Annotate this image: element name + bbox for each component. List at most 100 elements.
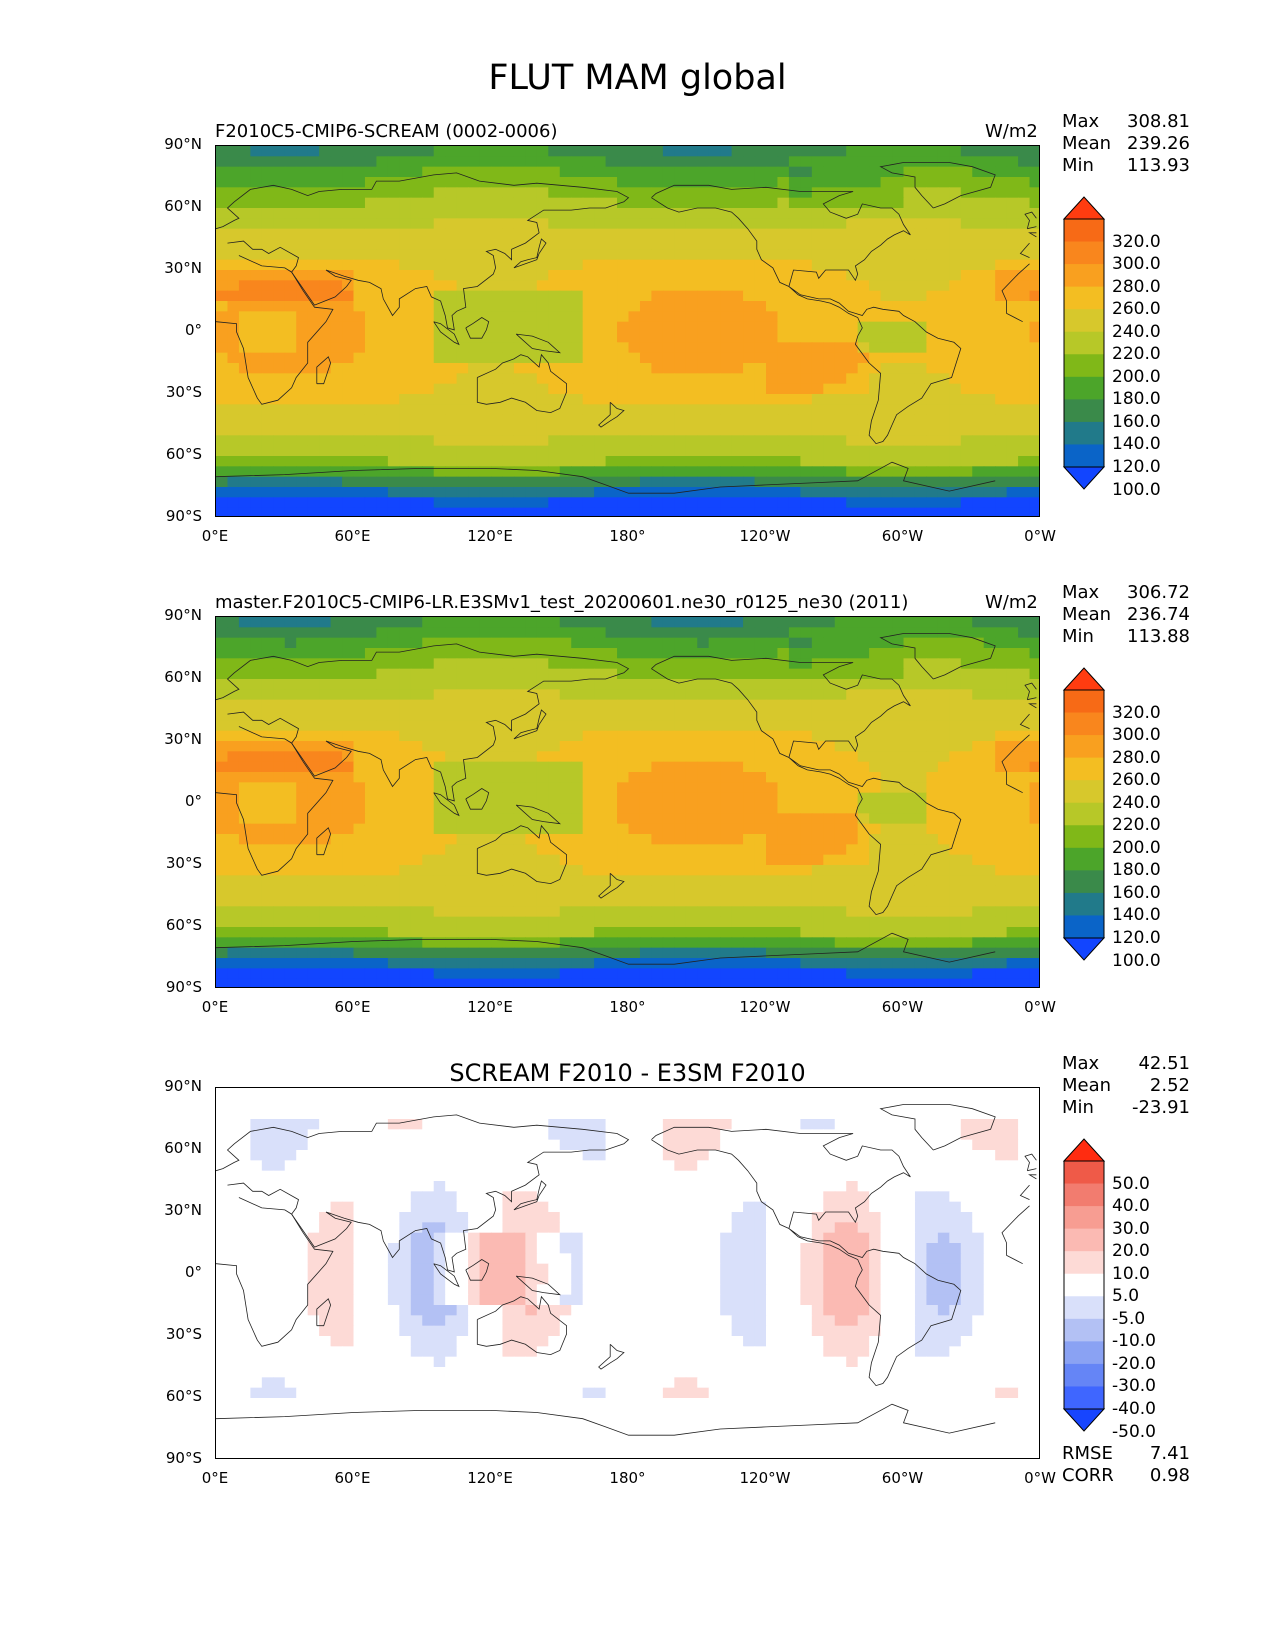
field-cell <box>410 668 423 680</box>
field-cell <box>491 865 504 876</box>
field-cell <box>319 782 332 794</box>
field-cell <box>250 906 263 918</box>
field-cell <box>536 668 549 680</box>
field-cell <box>766 823 779 835</box>
field-cell <box>628 249 641 261</box>
field-cell <box>846 383 859 395</box>
field-cell <box>926 177 939 188</box>
field-cell <box>1029 290 1039 302</box>
field-cell <box>422 456 435 467</box>
field-cell <box>1029 803 1039 814</box>
field-cell <box>880 228 893 240</box>
field-cell <box>777 197 790 209</box>
field-cell <box>410 414 423 426</box>
field-cell <box>594 383 607 395</box>
field-cell <box>582 270 595 281</box>
field-cell <box>319 476 332 488</box>
field-cell <box>273 404 286 416</box>
field-cell <box>777 239 790 250</box>
field-cell <box>788 803 801 814</box>
field-cell <box>788 865 801 876</box>
field-cell <box>536 270 549 281</box>
field-cell <box>880 435 893 447</box>
field-cell <box>869 927 882 938</box>
field-cell <box>617 383 630 395</box>
field-cell <box>777 290 790 302</box>
field-cell <box>559 332 572 343</box>
field-cell <box>479 844 492 856</box>
field-cell <box>972 668 985 680</box>
field-cell <box>1006 497 1019 509</box>
field-cell <box>353 834 366 845</box>
field-cell <box>914 187 928 199</box>
field-cell <box>892 228 905 240</box>
field-cell <box>983 927 996 938</box>
field-cell <box>937 637 950 649</box>
field-cell <box>284 741 297 752</box>
field-cell <box>869 259 882 271</box>
field-cell <box>823 720 836 732</box>
field-cell <box>811 445 824 457</box>
field-cell <box>261 321 274 333</box>
field-cell <box>926 927 939 938</box>
field-cell <box>261 373 274 385</box>
field-cell <box>697 927 710 938</box>
field-cell <box>1029 466 1039 478</box>
field-cell <box>949 414 962 426</box>
field-cell <box>273 394 286 405</box>
field-cell <box>376 166 389 178</box>
field-cell <box>594 741 607 752</box>
field-cell <box>617 487 630 498</box>
field-cell <box>880 414 893 426</box>
field-cell <box>914 741 928 752</box>
field-cell <box>410 476 423 488</box>
field-cell <box>284 844 297 856</box>
field-cell <box>800 166 813 178</box>
field-cell <box>1029 187 1039 199</box>
field-cell <box>582 927 595 938</box>
field-cell <box>479 321 492 333</box>
field-cell <box>662 782 675 794</box>
field-cell <box>697 813 710 825</box>
field-cell <box>960 507 973 516</box>
field-cell <box>995 373 1008 385</box>
field-cell <box>914 435 928 447</box>
field-cell <box>605 507 618 516</box>
field-cell <box>926 679 939 690</box>
field-cell <box>491 404 504 416</box>
field-cell <box>594 177 607 188</box>
field-cell <box>777 487 790 498</box>
field-cell <box>513 156 526 168</box>
field-cell <box>972 208 985 219</box>
field-cell <box>1006 844 1019 856</box>
field-cell <box>823 218 836 230</box>
field-cell <box>1029 435 1039 447</box>
field-cell <box>788 710 801 721</box>
field-cell <box>582 896 595 907</box>
field-cell <box>216 456 229 467</box>
field-cell <box>869 445 882 457</box>
field-cell <box>468 487 481 498</box>
field-cell <box>536 699 549 711</box>
field-cell <box>628 916 641 928</box>
field-cell <box>960 187 973 199</box>
field-cell <box>846 627 859 639</box>
field-cell <box>766 342 779 354</box>
field-cell <box>548 249 561 261</box>
field-cell <box>754 383 767 395</box>
field-cell <box>353 772 366 783</box>
field-cell <box>823 927 836 938</box>
field-cell <box>720 617 733 628</box>
field-cell <box>972 425 985 436</box>
field-cell <box>376 720 389 732</box>
field-cell <box>582 916 595 928</box>
field-cell <box>639 844 653 856</box>
field-cell <box>846 280 859 292</box>
field-cell <box>513 834 526 845</box>
field-cell <box>594 259 607 271</box>
field-cell <box>731 854 744 866</box>
field-cell <box>823 497 836 509</box>
field-cell <box>216 466 229 478</box>
field-cell <box>548 507 561 516</box>
field-cell <box>216 927 229 938</box>
